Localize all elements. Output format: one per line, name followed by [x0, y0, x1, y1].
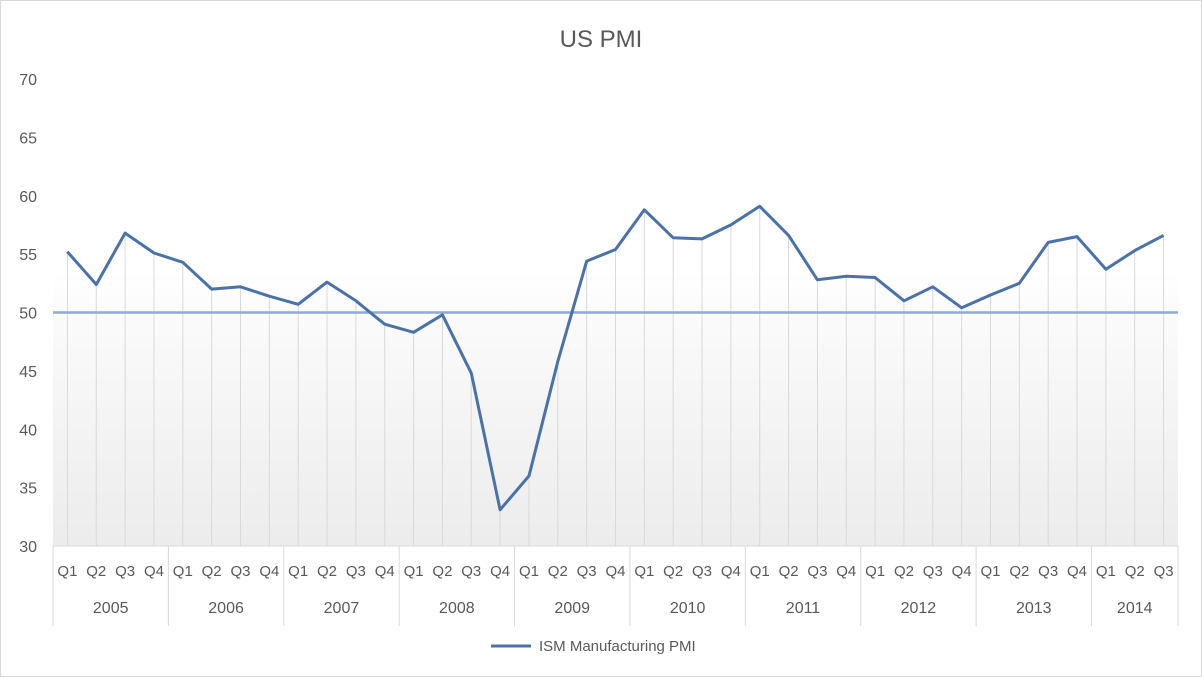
quarter-tick-label: Q2	[548, 563, 568, 580]
legend-label: ISM Manufacturing PMI	[539, 638, 696, 655]
y-tick-label: 50	[19, 306, 37, 323]
quarter-tick-label: Q1	[750, 563, 770, 580]
quarter-tick-label: Q2	[202, 563, 222, 580]
year-group-label: 2006	[208, 600, 244, 617]
quarter-tick-label: Q4	[375, 563, 395, 580]
y-tick-label: 65	[19, 130, 37, 147]
grid-lines	[66, 206, 1165, 546]
quarter-tick-label: Q2	[317, 563, 337, 580]
quarter-tick-label: Q4	[836, 563, 856, 580]
quarter-tick-label: Q4	[1067, 563, 1087, 580]
quarter-tick-label: Q1	[519, 563, 539, 580]
y-tick-label: 55	[19, 247, 37, 264]
quarter-tick-label: Q1	[634, 563, 654, 580]
quarter-tick-label: Q3	[1154, 563, 1174, 580]
quarter-tick-label: Q1	[288, 563, 308, 580]
year-group-label: 2007	[324, 600, 360, 617]
y-tick-label: 40	[19, 422, 37, 439]
quarter-tick-label: Q3	[461, 563, 481, 580]
quarter-tick-label: Q3	[1038, 563, 1058, 580]
year-group-label: 2008	[439, 600, 475, 617]
chart-title: US PMI	[560, 26, 643, 53]
quarter-tick-label: Q3	[807, 563, 827, 580]
quarter-tick-label: Q2	[663, 563, 683, 580]
quarter-tick-label: Q4	[144, 563, 164, 580]
quarter-tick-label: Q3	[577, 563, 597, 580]
year-group-label: 2013	[1016, 600, 1052, 617]
quarter-tick-label: Q1	[57, 563, 77, 580]
year-group-label: 2011	[786, 600, 821, 617]
y-axis: 30 35 40 45 50 55 60 65 70	[19, 72, 37, 556]
quarter-tick-label: Q1	[980, 563, 1000, 580]
quarter-tick-label: Q2	[1125, 563, 1145, 580]
quarter-tick-label: Q3	[692, 563, 712, 580]
y-tick-label: 60	[19, 189, 37, 206]
quarter-tick-label: Q4	[605, 563, 625, 580]
y-tick-label: 35	[19, 481, 37, 498]
y-tick-label: 30	[19, 539, 37, 556]
quarter-tick-label: Q2	[894, 563, 914, 580]
quarter-tick-label: Q2	[1009, 563, 1029, 580]
quarter-tick-label: Q3	[230, 563, 250, 580]
quarter-tick-label: Q1	[1096, 563, 1116, 580]
quarter-tick-label: Q4	[952, 563, 972, 580]
quarter-tick-label: Q3	[115, 563, 135, 580]
series-layer	[66, 204, 1165, 512]
quarter-tick-label: Q1	[173, 563, 193, 580]
x-axis: Q1 Q2 Q3 Q4 2005 Q1 Q2 Q3 Q4 2006 Q1 Q2 Q3 Q4 2007 Q1 Q2…	[52, 545, 1179, 626]
quarter-tick-label: Q3	[346, 563, 366, 580]
quarter-tick-label: Q4	[721, 563, 741, 580]
year-group-label: 2010	[670, 600, 706, 617]
quarter-tick-label: Q2	[432, 563, 452, 580]
year-group-label: 2014	[1117, 600, 1153, 617]
series-line-ism-manufacturing-pmi	[66, 204, 1165, 512]
quarter-tick-label: Q1	[865, 563, 885, 580]
legend: ISM Manufacturing PMI	[491, 638, 696, 655]
quarter-tick-label: Q4	[259, 563, 279, 580]
quarter-tick-label: Q2	[86, 563, 106, 580]
y-tick-label: 45	[19, 364, 37, 381]
quarter-tick-label: Q1	[404, 563, 424, 580]
year-group-label: 2005	[93, 600, 129, 617]
quarter-tick-label: Q3	[923, 563, 943, 580]
quarter-tick-label: Q2	[779, 563, 799, 580]
y-tick-label: 70	[19, 72, 37, 89]
year-group-label: 2009	[554, 600, 590, 617]
quarter-tick-label: Q4	[490, 563, 510, 580]
year-group-label: 2012	[901, 600, 937, 617]
